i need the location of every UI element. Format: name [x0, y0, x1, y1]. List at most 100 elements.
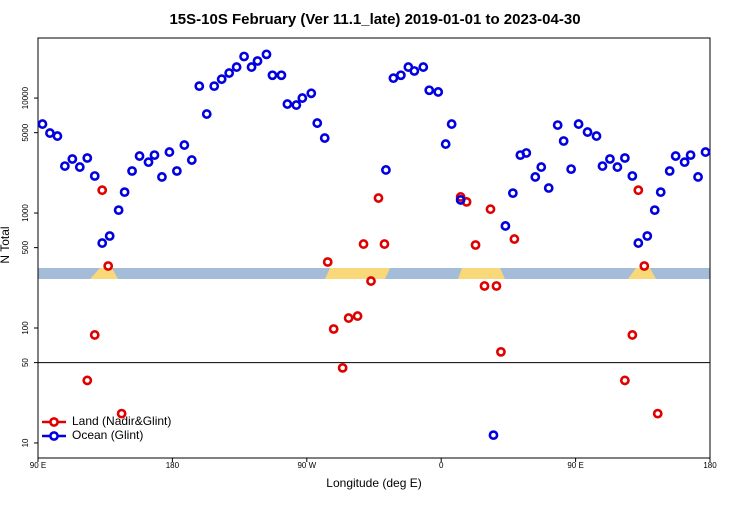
point [216, 74, 227, 85]
point [119, 187, 130, 198]
point [619, 153, 630, 163]
point [282, 99, 293, 109]
point [209, 81, 220, 92]
point [479, 281, 490, 291]
point [418, 62, 429, 72]
land-shape [628, 268, 656, 279]
point [157, 172, 167, 182]
point [500, 221, 511, 231]
point [591, 131, 602, 141]
point [455, 195, 466, 205]
x-tick-label: 90 E [30, 461, 46, 470]
point [433, 87, 444, 97]
point [224, 68, 235, 78]
legend-label: Ocean (Glint) [72, 428, 143, 442]
point [530, 172, 541, 182]
point [201, 109, 212, 119]
chart-title: 15S-10S February (Ver 11.1_late) 2019-01… [169, 11, 580, 28]
point [306, 88, 317, 99]
y-tick-label: 10 [21, 438, 30, 447]
point [639, 261, 650, 271]
point [491, 281, 502, 291]
point [37, 119, 48, 129]
land-shape [458, 268, 505, 279]
point [652, 408, 663, 419]
point [239, 51, 249, 62]
point [670, 151, 681, 161]
point [82, 153, 93, 163]
point [582, 127, 593, 137]
point [261, 49, 272, 60]
point [104, 231, 115, 241]
point [97, 238, 108, 248]
point [485, 204, 496, 215]
point [655, 187, 666, 198]
point [171, 166, 182, 176]
point [45, 128, 55, 138]
point [649, 205, 660, 216]
point [358, 239, 369, 249]
plot-frame [37, 37, 711, 459]
point [319, 133, 330, 143]
point [343, 313, 354, 323]
x-tick-label: 180 [166, 461, 180, 470]
point [700, 147, 711, 157]
point [67, 154, 78, 164]
point [552, 120, 563, 130]
y-tick-label: 10000 [21, 86, 30, 109]
x-tick-label: 90 W [297, 461, 316, 470]
point [252, 56, 263, 66]
point [424, 85, 435, 96]
point [267, 70, 278, 81]
legend-marker [49, 417, 59, 427]
land-shape [325, 268, 390, 279]
point [103, 261, 114, 271]
point [488, 430, 499, 441]
point [679, 157, 690, 168]
point [619, 375, 630, 386]
point [558, 136, 569, 146]
point [366, 276, 376, 286]
point [231, 62, 242, 72]
land-shape [90, 268, 118, 279]
point [597, 161, 608, 171]
point [395, 70, 406, 81]
point [440, 139, 451, 149]
point [627, 171, 638, 181]
point [134, 151, 145, 161]
point [246, 62, 257, 72]
point [573, 119, 584, 129]
x-tick-label: 180 [703, 461, 717, 470]
y-tick-label: 5000 [21, 123, 30, 141]
point [52, 131, 63, 141]
point [164, 147, 175, 157]
point [312, 118, 323, 128]
x-axis-title: Longitude (deg E) [326, 476, 421, 490]
point [143, 157, 154, 168]
point [82, 375, 93, 386]
point [685, 150, 696, 161]
y-tick-label: 500 [21, 240, 30, 254]
point [352, 311, 363, 321]
point [627, 330, 638, 340]
point [388, 73, 399, 84]
point [291, 100, 302, 110]
point [186, 155, 197, 165]
point [97, 185, 108, 196]
point [409, 66, 420, 76]
y-tick-label: 100 [21, 321, 30, 335]
point [470, 240, 481, 250]
x-tick-label: 0 [439, 461, 444, 470]
point [536, 162, 547, 172]
y-tick-label: 1000 [21, 204, 30, 222]
point [605, 154, 615, 164]
point [693, 172, 703, 182]
y-tick-label: 50 [21, 358, 30, 367]
point [337, 362, 348, 373]
point [642, 231, 653, 241]
point [633, 185, 644, 196]
point [379, 239, 390, 249]
point [194, 81, 205, 92]
point [381, 165, 391, 175]
point [496, 346, 506, 357]
